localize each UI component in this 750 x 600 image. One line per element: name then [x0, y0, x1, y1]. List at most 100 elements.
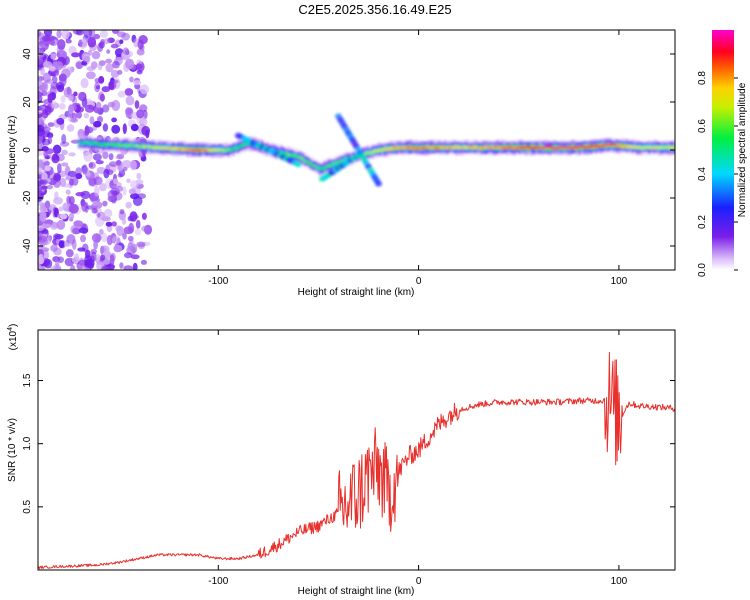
noise-speck [93, 176, 103, 185]
ridge-cell [623, 144, 627, 148]
noise-speck [141, 212, 147, 220]
ridge-cell [299, 156, 303, 160]
colorbar-tick-label: 0.0 [697, 263, 708, 277]
noise-speck [93, 120, 102, 128]
noise-speck [94, 186, 100, 197]
noise-speck [129, 160, 137, 171]
ridge-cell [167, 147, 170, 150]
noise-speck [72, 227, 80, 235]
ridge-cell [513, 147, 517, 150]
x-tick-label: 0 [416, 276, 422, 287]
noise-speck [99, 30, 109, 38]
ridge-cell [219, 148, 223, 152]
noise-speck [108, 161, 118, 168]
ridge-cell [621, 145, 625, 148]
noise-speck [135, 179, 144, 185]
noise-speck [60, 95, 66, 103]
ridge-cell [378, 149, 382, 152]
noise-speck [110, 79, 119, 84]
noise-speck [44, 200, 51, 209]
noise-speck [38, 56, 44, 65]
y-tick-label: 40 [22, 48, 33, 60]
ridge-cell [503, 146, 507, 150]
noise-speck [99, 183, 107, 192]
ridge-cell [438, 146, 442, 149]
ridge-cell [128, 143, 132, 147]
noise-speck [108, 153, 114, 161]
ridge-cell [179, 148, 182, 151]
ridge-cell [525, 146, 529, 149]
ridge-cell [426, 145, 430, 149]
ridge-cell [448, 146, 452, 150]
ridge-cell [645, 145, 649, 149]
noise-speck [136, 109, 145, 119]
ridge-cell [544, 145, 548, 149]
ridge-cell [323, 166, 327, 170]
noise-speck [56, 219, 66, 230]
noise-speck [56, 117, 65, 125]
noise-speck [110, 69, 120, 78]
noise-speck [98, 76, 105, 84]
noise-speck [38, 32, 45, 40]
noise-speck [54, 61, 64, 71]
noise-speck [137, 39, 144, 50]
x-tick-label: 100 [611, 576, 628, 587]
ridge-cell [126, 144, 130, 148]
ridge-cell [460, 146, 464, 150]
noise-speck [69, 178, 74, 186]
noise-speck [112, 60, 120, 69]
ridge-cell [530, 146, 533, 150]
ridge-cell [332, 162, 336, 165]
snr-panel: -100 0 100 0.5 1.0 1.5 Height of straight li… [7, 324, 676, 597]
noise-speck [102, 123, 109, 132]
ridge-cell [414, 146, 418, 150]
noise-speck [51, 75, 58, 84]
ridge-cell [551, 146, 555, 150]
ridge-cell [116, 143, 120, 146]
ridge-cell [630, 145, 634, 149]
ridge-cell [400, 146, 404, 150]
noise-speck [134, 228, 141, 236]
noise-speck [99, 228, 104, 235]
ridge-cell [200, 148, 204, 154]
noise-speck [122, 167, 128, 172]
noise-speck [71, 52, 80, 58]
ridge-cell [537, 146, 541, 149]
noise-speck [81, 164, 88, 175]
noise-speck [140, 259, 147, 265]
ridge-cell [614, 143, 618, 147]
noise-speck [65, 39, 72, 44]
ridge-cell [135, 144, 139, 147]
ridge-cell [486, 146, 490, 149]
noise-speck [113, 178, 118, 185]
noise-speck [94, 81, 101, 93]
ridge-cell [421, 146, 425, 150]
noise-speck [130, 254, 140, 260]
ridge-cell [330, 163, 334, 167]
ridge-cell [203, 149, 207, 152]
ridge-cell [162, 146, 166, 150]
ridge-cell [85, 141, 89, 144]
noise-speck [88, 161, 96, 169]
noise-speck [61, 149, 68, 155]
ridge-cell [210, 149, 214, 152]
noise-speck [42, 61, 53, 68]
ridge-cell [78, 142, 82, 145]
colorbar: 0.0 0.2 0.4 0.6 0.8 Normalized spectral ampl… [697, 30, 748, 277]
noise-speck [38, 236, 42, 241]
noise-speck [100, 254, 106, 261]
x-tick-label: -100 [208, 276, 228, 287]
ridge-cell [431, 145, 435, 149]
noise-speck [38, 140, 43, 150]
ridge-cell [193, 148, 197, 152]
ridge-cell [111, 143, 115, 146]
noise-speck [121, 32, 130, 41]
noise-speck [122, 123, 127, 135]
ridge-cell [150, 145, 154, 149]
ridge-cell [241, 143, 245, 147]
noise-speck [127, 242, 133, 251]
x-tick-label: -100 [208, 576, 228, 587]
noise-speck [70, 117, 78, 123]
ridge-cell [340, 159, 344, 162]
ridge-cell [655, 145, 658, 149]
